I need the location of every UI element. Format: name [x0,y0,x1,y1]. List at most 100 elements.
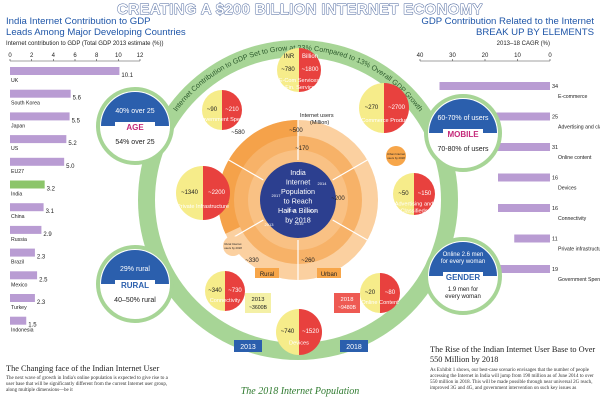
left-bar-chart: 0 2 4 6 8 10 12 UK 10.1 South Korea 5.6 Japan 5.5 US 5… [8,53,144,334]
segment-2018-text: 70-80% of users [438,146,489,153]
year-tag-2018 [340,340,368,352]
bubble-devices: ~740 ~1520 Devices [276,309,322,355]
segment-label-bg [115,122,155,132]
gdp-2018-value: ~9480B [338,305,357,311]
left-bar [10,294,35,302]
left-bar-value: 5.5 [72,118,81,124]
bubble-label: Private Infrastructure [177,204,229,210]
ring-value-label: ~580 [231,130,245,136]
left-bar [10,316,27,325]
bubble-2013-value: ~1340 [181,190,199,196]
bubble-2018-half [299,48,321,92]
right-chart-subtitle: 2013–18 CAGR (%) [496,41,550,47]
ring-title: Internet users [300,113,334,119]
right-footer-text: As Exhibit 1 shows, our best-case scenar… [430,368,594,391]
right-footer-heading: The Rise of the Indian Internet User Bas… [430,345,596,364]
left-bar-category: South Korea [11,101,40,107]
urban-note-bubble [386,146,406,166]
bubble-2013-value: ~50 [398,191,409,197]
right-bar [449,143,550,151]
bubble-2013-half [276,309,299,355]
bubble-2013-half [202,90,222,130]
segment-label: MOBILE [447,130,479,139]
bubble-connectivity: ~340 ~730 Connectivity [205,271,245,311]
ring-divider [228,159,264,181]
segment-mobile: 60-70% of users MOBILE 70-80% of users [424,94,502,172]
ring-value-label: ~260 [301,258,315,264]
left-bar-value: 5.0 [66,164,75,170]
ring-year-label: 2015 [295,221,305,226]
bubble-2013-half [360,273,380,313]
segment-2018-text: 54% over 25 [115,139,154,146]
left-bar-value: 2.5 [39,277,48,283]
ring-divider [332,159,368,181]
left-bar-category: Japan [11,123,25,129]
bubble-2013-value: ~20 [365,290,376,296]
right-bar [514,234,550,243]
urban-tag [317,268,341,278]
right-bar [498,204,550,212]
bubble-2013-half [205,271,225,311]
bubble-2018-half [222,90,242,130]
right-bar-value: 25 [552,115,558,121]
right-bar [468,112,550,121]
segment-label-bg [443,272,483,282]
segment-top-half [101,92,169,126]
left-bar [10,157,65,166]
left-bar-value: 5.6 [73,96,82,102]
bubble-2018-value: ~730 [228,288,242,294]
left-tick-label: 8 [95,53,99,59]
left-tick-label: 12 [137,53,144,59]
bubble-2018-value: ~2200 [208,190,226,196]
bubble-2018-value: ~150 [418,191,432,197]
center-text-line: Internet [286,178,310,187]
left-footer-heading: The Changing face of the Indian Internet… [6,364,160,373]
right-bar-value: 16 [552,206,558,212]
segment-rural: 29% rural RURAL 40–50% rural [96,245,174,323]
ring-value-label: ~200 [331,196,345,202]
bubble-2013-value: ~90 [207,107,218,113]
ring-year-label: 2017 [272,193,282,198]
left-bar-value: 5.2 [68,141,77,147]
bubble-2013-half [359,83,384,133]
bubble-private-infrastructure: ~1340 ~2200 Private Infrastructure [176,166,230,220]
segment-badges: 40% over 25 AGE 54% over 25 60-70% of users… [96,87,502,323]
bubble-2018-value: ~2700 [388,105,406,111]
right-bar-category: Connectivity [558,216,587,222]
center-text-line: Population [281,187,315,196]
left-bar [10,180,45,189]
left-bar-category: Brazil [11,260,24,266]
left-bar-category: US [11,146,19,152]
segment-label: GENDER [446,273,480,282]
left-bar-category: Turkey [11,305,27,311]
left-tick-label: 0 [8,53,12,59]
left-tick-label: 4 [52,53,56,59]
left-chart-title: India Internet Contribution to GDP Leads… [6,16,186,38]
bubble-online-content: ~20 ~80 Online Content [360,273,400,313]
bubble-e-com-services-fin-services: ~780 ~1800 E-Com Services+ Fin. Services IN… [277,48,321,92]
bubble-unit: Billion [302,54,318,60]
ring-title-unit: (Million) [310,120,329,126]
center-caption: The 2018 Internet Population [240,386,360,397]
right-bar-category: Advertising and classifieds [558,125,600,131]
bubble-2018-value: ~210 [225,107,239,113]
right-bar-value: 19 [552,267,558,273]
center-text-line: Half a Billion [278,206,318,215]
right-tick-label: 20 [482,53,489,59]
bubble-2018-half [225,271,245,311]
bubble-2018-half [380,273,400,313]
bubble-label: Government Spend [198,117,247,123]
right-bar-value: 11 [552,237,558,243]
left-bar [10,203,44,212]
left-title-line-1: India Internet Contribution to GDP [6,16,151,27]
rural-tag [255,268,279,278]
right-chart-title: GDP Contribution Related to the Internet… [421,16,594,38]
ring-year-label: 2014 [318,181,328,186]
segment-2013-text: 29% rural [120,266,150,273]
left-bar-category: Russia [11,237,27,243]
right-tick-label: 10 [514,53,521,59]
right-bar [488,265,550,273]
segment-top-half [429,242,497,276]
left-bar-value: 2.3 [37,255,46,261]
